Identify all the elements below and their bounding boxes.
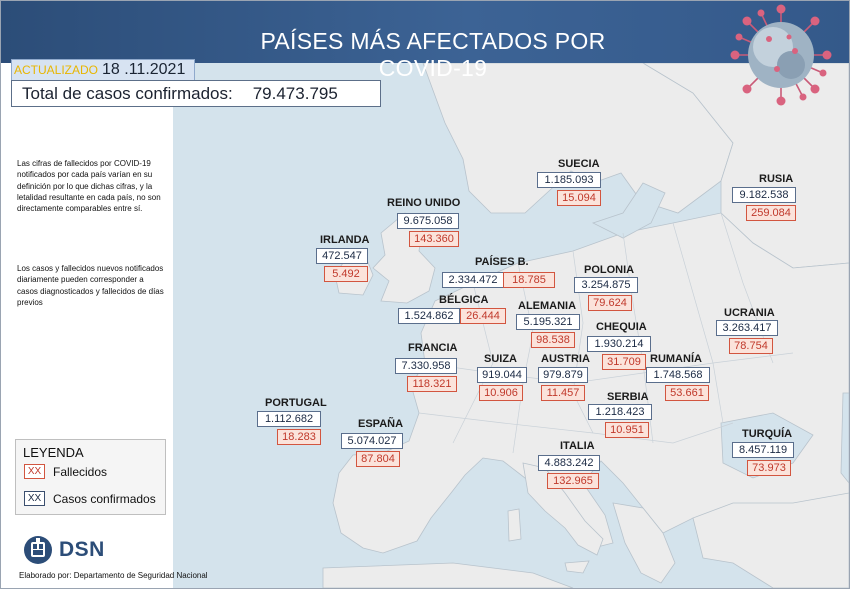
legend-label-cases: Casos confirmados (53, 491, 156, 506)
deaths-box: 79.624 (588, 295, 632, 311)
cases-box: 9.675.058 (397, 213, 459, 229)
cases-box: 1.218.423 (588, 404, 652, 420)
note-daily-reporting: Los casos y fallecidos nuevos notificado… (17, 264, 164, 307)
coronavirus-icon (730, 4, 832, 106)
border-line-4 (622, 232, 654, 444)
country-name: ALEMANIA (518, 300, 577, 312)
deaths-box: 11.457 (541, 385, 585, 401)
border-line-8 (418, 412, 734, 444)
deaths-box: 53.661 (665, 385, 709, 401)
header-bar: PAÍSES MÁS AFECTADOS POR COVID-19 (1, 1, 849, 81)
border-line-6 (720, 212, 774, 364)
north-africa-land (322, 562, 574, 588)
page-title: PAÍSES MÁS AFECTADOS POR COVID-19 (260, 28, 606, 81)
legend-title: LEYENDA (23, 445, 84, 460)
deaths-box: 5.492 (324, 266, 368, 282)
baltic-sea (591, 182, 666, 239)
cases-box: 8.457.119 (732, 442, 794, 458)
country-name: SUIZA (484, 353, 517, 365)
deaths-box: 10.906 (479, 385, 523, 401)
country-name: RUMANÍA (650, 353, 702, 365)
updated-badge: ACTUALIZADO 18 .11.2021 (11, 59, 196, 81)
deaths-box: 143.360 (409, 231, 459, 247)
total-cases-value: 79.473.795 (252, 83, 338, 103)
country-name: ESPAÑA (358, 418, 404, 430)
deaths-box: 18.785 (503, 272, 555, 288)
turkey-land (692, 492, 849, 588)
cases-box: 1.930.214 (587, 336, 651, 352)
border-line-2 (512, 262, 534, 454)
cases-box: 3.263.417 (716, 320, 778, 336)
cases-box: 9.182.538 (732, 187, 796, 203)
credit-text: Elaborado por: Departamento de Seguridad… (19, 571, 208, 580)
deaths-box: 118.321 (407, 376, 457, 392)
cases-box: 5.074.027 (341, 433, 403, 449)
country-name: BÉLGICA (439, 294, 489, 306)
country-name: SERBIA (607, 391, 649, 403)
country-name: TURQUÍA (742, 428, 793, 440)
cases-box: 3.254.875 (574, 277, 638, 293)
country-name: SUECIA (558, 158, 600, 170)
total-cases-label: Total de casos confirmados: (22, 83, 233, 103)
legend: LEYENDA XX Fallecidos XX Casos confirmad… (15, 439, 166, 515)
updated-label: ACTUALIZADO (14, 63, 99, 77)
deaths-box: 132.965 (547, 473, 599, 489)
country-name: AUSTRIA (541, 353, 590, 365)
legend-row-deaths: XX Fallecidos (24, 464, 107, 479)
cases-box: 2.334.472 (442, 272, 504, 288)
cases-box: 1.112.682 (257, 411, 321, 427)
cases-box: 472.547 (316, 248, 368, 264)
cases-box: 919.044 (477, 367, 527, 383)
deaths-box: 73.973 (747, 460, 791, 476)
country-name: FRANCIA (408, 342, 458, 354)
dsn-logo: DSN (23, 534, 105, 566)
deaths-box: 78.754 (729, 338, 773, 354)
cases-box: 1.185.093 (537, 172, 601, 188)
country-name: UCRANIA (724, 307, 775, 319)
sardinia-land (507, 508, 522, 542)
crest-icon (24, 536, 52, 564)
deaths-box: 10.951 (605, 422, 649, 438)
deaths-box: 98.538 (531, 332, 575, 348)
total-cases-box: Total de casos confirmados: 79.473.795 (11, 80, 381, 107)
cases-box: 1.748.568 (646, 367, 710, 383)
country-name: RUSIA (759, 173, 794, 185)
sicily-land (564, 560, 590, 574)
deaths-box: 18.283 (277, 429, 321, 445)
deaths-box: 87.804 (356, 451, 400, 467)
border-line-5 (672, 222, 724, 424)
cases-box: 7.330.958 (395, 358, 457, 374)
balkans-land (612, 502, 676, 584)
country-name: ITALIA (560, 440, 595, 452)
deaths-box: 26.444 (460, 308, 506, 324)
country-name: POLONIA (584, 264, 635, 276)
updated-date: 18 .11.2021 (102, 61, 186, 78)
cases-box: 979.879 (538, 367, 588, 383)
caspian-sea (840, 392, 849, 484)
country-name: REINO UNIDO (387, 197, 461, 209)
deaths-box: 15.094 (557, 190, 601, 206)
legend-row-cases: XX Casos confirmados (24, 491, 156, 506)
cases-box: 4.883.242 (538, 455, 600, 471)
legend-swatch-deaths: XX (24, 464, 45, 479)
dsn-logo-text: DSN (59, 538, 105, 561)
country-name: CHEQUIA (596, 321, 647, 333)
legend-swatch-cases: XX (24, 491, 45, 506)
cases-box: 5.195.321 (516, 314, 580, 330)
country-name: PAÍSES B. (475, 256, 529, 268)
country-name: IRLANDA (320, 234, 370, 246)
note-deaths-definition: Las cifras de fallecidos por COVID-19 no… (17, 159, 161, 214)
deaths-box: 31.709 (602, 354, 646, 370)
deaths-box: 259.084 (746, 205, 796, 221)
country-name: PORTUGAL (265, 397, 327, 409)
legend-label-deaths: Fallecidos (53, 464, 108, 479)
cases-box: 1.524.862 (398, 308, 460, 324)
